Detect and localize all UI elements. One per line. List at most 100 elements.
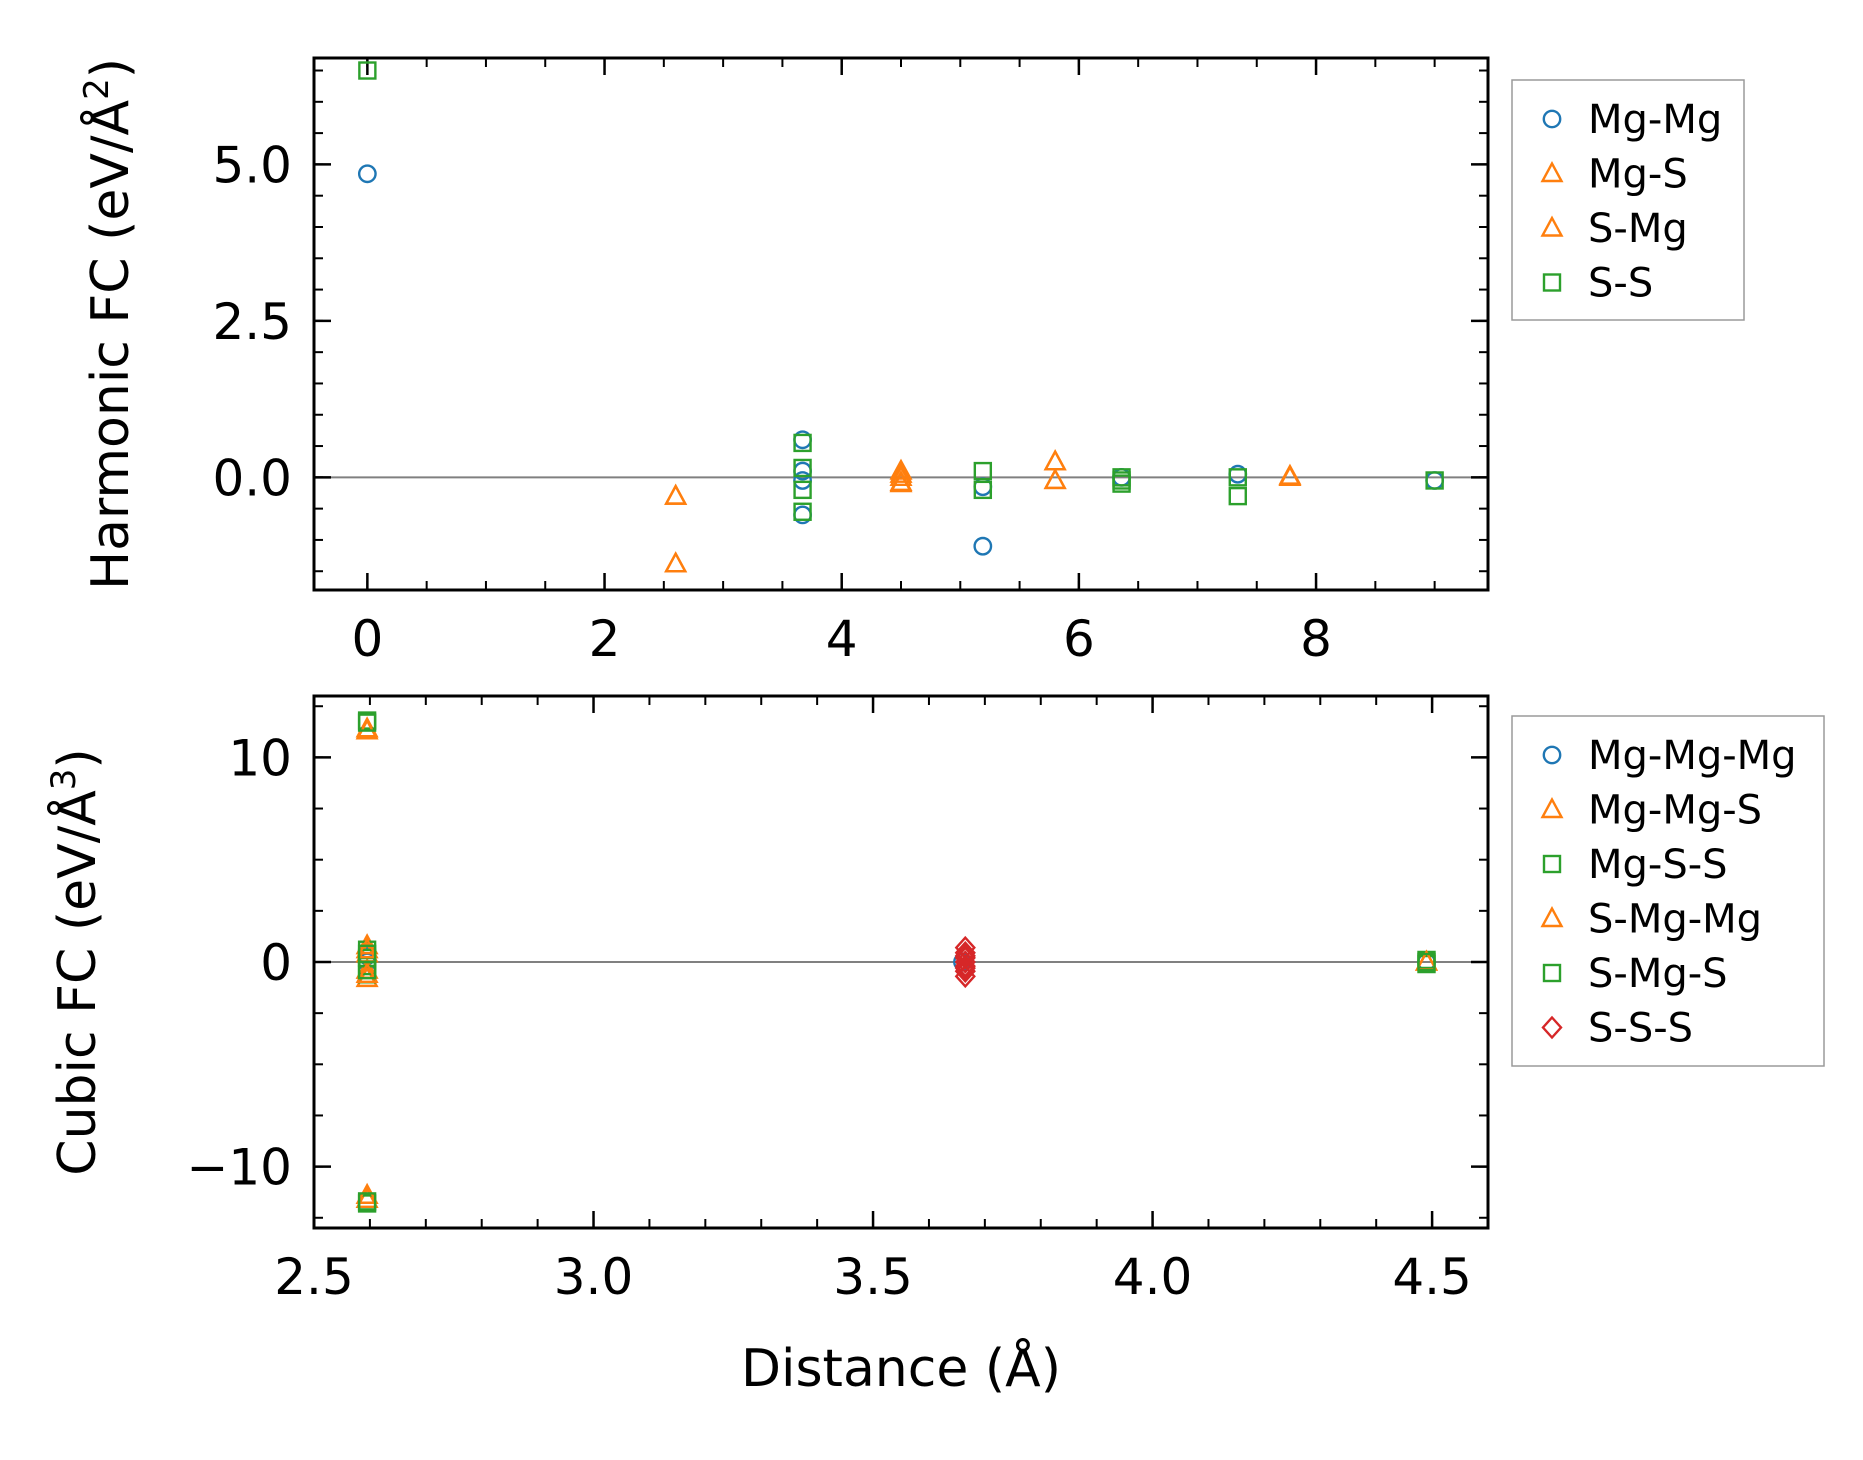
series-s-s-s	[954, 935, 976, 989]
y-tick-label: 5.0	[212, 136, 292, 194]
y-axis-label-main: Cubic FC (eV/Å	[46, 790, 108, 1176]
y-tick-label: 0	[260, 934, 292, 992]
legend-entry-label: S-S-S	[1588, 1006, 1693, 1052]
data-point	[1425, 471, 1445, 490]
legend-marker	[1541, 1015, 1563, 1040]
series-s-mg-s	[357, 713, 1436, 1211]
x-tick-label: 3.0	[554, 1248, 634, 1306]
data-point	[1043, 449, 1067, 471]
data-point	[793, 458, 812, 478]
y-tick-label: 0.0	[212, 449, 292, 507]
data-point	[664, 551, 688, 573]
data-point	[355, 1186, 379, 1209]
legend-entry-label: Mg-Mg-Mg	[1588, 733, 1797, 779]
data-point	[358, 61, 377, 80]
data-point	[889, 461, 913, 483]
data-point	[889, 469, 913, 492]
axes-frame	[312, 56, 1490, 592]
data-point	[357, 960, 377, 980]
y-axis-label-tail: )	[48, 748, 108, 768]
legend-entry-label: Mg-Mg	[1588, 97, 1722, 143]
legend: Mg-Mg Mg-S S-Mg S-S	[1511, 79, 1745, 321]
legend-marker	[1540, 905, 1564, 928]
legend-entry-label: S-S	[1588, 261, 1653, 307]
x-tick-label: 8	[1300, 610, 1332, 668]
data-point	[355, 961, 379, 983]
data-point	[973, 461, 993, 481]
data-point	[954, 956, 976, 980]
legend-marker	[1542, 273, 1562, 292]
legend-marker	[1542, 109, 1562, 129]
legend-marker	[1540, 796, 1564, 819]
data-point	[1228, 486, 1247, 506]
data-point	[357, 1192, 377, 1211]
series-s-mg	[664, 449, 1302, 573]
y-tick-label: 10	[228, 729, 292, 787]
data-point	[1425, 471, 1444, 490]
y-axis-label-main: Harmonic FC (eV/Å	[79, 99, 141, 590]
data-point	[793, 433, 812, 453]
legend-entry-label: Mg-S	[1588, 152, 1688, 198]
data-point	[954, 954, 976, 978]
data-point	[355, 933, 379, 955]
legend-marker	[1540, 160, 1564, 183]
x-tick-label: 6	[1063, 610, 1095, 668]
data-point	[954, 959, 976, 984]
legend-entry-label: S-Mg-Mg	[1588, 897, 1762, 943]
data-point	[1278, 464, 1302, 487]
legend-marker	[1540, 215, 1564, 237]
legend-marker	[1542, 745, 1562, 765]
data-point	[664, 483, 688, 505]
data-point	[355, 937, 379, 959]
legend-entry-label: Mg-S-S	[1588, 842, 1728, 888]
data-point	[793, 502, 812, 521]
data-point	[973, 536, 993, 556]
legend-entry-label: S-Mg	[1588, 206, 1688, 252]
x-tick-label: 4	[826, 610, 858, 668]
data-point	[793, 471, 812, 490]
y-axis-label: Harmonic FC (eV/Å2)	[77, 58, 141, 590]
y-axis-label-tail: )	[81, 58, 141, 78]
data-point	[793, 480, 812, 500]
series-s-s	[358, 61, 1444, 521]
data-point	[664, 551, 688, 573]
x-tick-label: 4.5	[1392, 1248, 1472, 1306]
minor-ticks	[314, 58, 1488, 590]
data-point	[357, 713, 377, 732]
y-axis-label-superscript: 3	[44, 769, 84, 791]
data-point	[889, 464, 913, 487]
data-point	[973, 480, 993, 500]
x-tick-label: 4.0	[1113, 1248, 1193, 1306]
y-axis-label-superscript: 2	[77, 78, 117, 100]
x-tick-label: 2.5	[274, 1248, 354, 1306]
legend-entry-label: S-Mg-S	[1588, 951, 1728, 997]
data-point	[1112, 474, 1131, 493]
legend-frame	[1511, 715, 1825, 1067]
x-tick-label: 3.5	[833, 1248, 913, 1306]
data-point	[1228, 468, 1247, 487]
data-point	[357, 164, 377, 184]
legend-marker	[1542, 854, 1562, 874]
data-point	[954, 944, 976, 968]
data-point	[1043, 449, 1067, 471]
series-mg-mg-mg	[357, 946, 1436, 972]
x-axis-label: Distance (Å)	[741, 1337, 1061, 1399]
y-tick-label: −10	[186, 1139, 292, 1197]
cubic-fc-panel: 2.5 3.0 3.5 4.0 4.5 −10 0 10 Cubic FC (eV/Å3) Dis…	[44, 694, 1825, 1399]
data-point	[1043, 467, 1067, 490]
series-mg-mg	[357, 164, 1445, 556]
y-tick-label: 2.5	[212, 293, 292, 351]
x-tick-label: 0	[351, 610, 383, 668]
axes-frame	[312, 694, 1490, 1230]
legend-marker	[1542, 963, 1562, 983]
x-tick-label: 2	[589, 610, 621, 668]
data-point	[889, 458, 913, 480]
legend-entry-label: Mg-Mg-S	[1588, 788, 1762, 834]
data-point	[1417, 952, 1436, 972]
data-point	[664, 483, 688, 505]
legend-frame	[1511, 79, 1745, 321]
legend: Mg-Mg-Mg Mg-Mg-S Mg-S-S S-Mg-Mg S-Mg-S S-S-S	[1511, 715, 1825, 1067]
data-point	[1043, 467, 1067, 490]
